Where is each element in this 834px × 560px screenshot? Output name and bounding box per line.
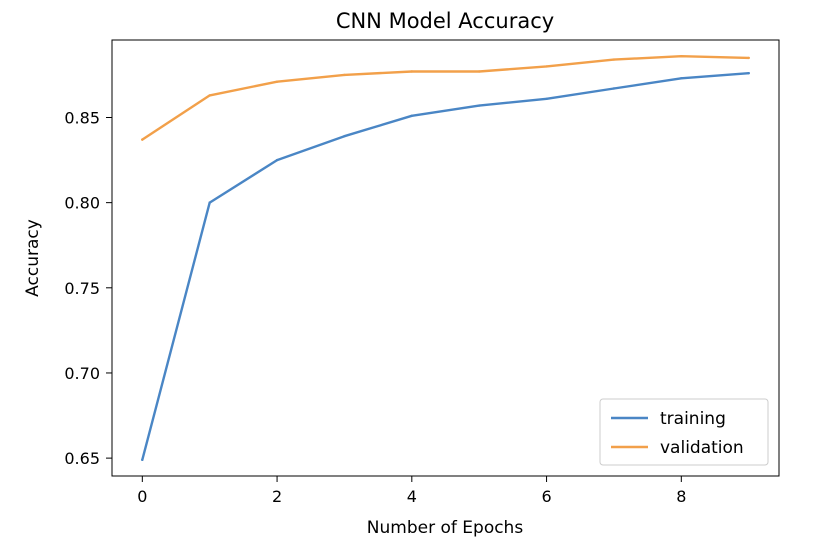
data-point-validation [680, 55, 683, 58]
data-point-validation [343, 73, 346, 77]
data-point-training [275, 158, 279, 162]
data-point-validation [208, 94, 211, 97]
x-tick-label: 0 [137, 487, 147, 506]
y-tick-label: 0.75 [64, 279, 100, 298]
legend-label-validation: validation [660, 438, 744, 458]
legend: training validation [599, 398, 769, 466]
x-tick-label: 4 [407, 487, 417, 506]
x-axis-label: Number of Epochs [367, 518, 524, 538]
data-point-training [141, 458, 144, 461]
data-point-validation [545, 65, 548, 68]
series-line-validation [141, 55, 750, 141]
data-point-training [343, 135, 346, 138]
y-tick-label: 0.85 [64, 108, 100, 127]
data-point-validation [141, 138, 144, 141]
data-point-training [545, 97, 548, 101]
legend-box [599, 398, 769, 466]
legend-label-training: training [660, 409, 726, 429]
data-point-validation [612, 58, 616, 61]
data-point-validation [410, 70, 413, 73]
data-point-training [410, 114, 413, 118]
x-tick-label: 8 [676, 487, 686, 506]
y-axis: 0.65 0.70 0.75 0.80 0.85 [64, 108, 112, 468]
y-tick-label: 0.65 [64, 449, 100, 468]
series-lines [141, 55, 750, 461]
data-point-training [612, 87, 616, 90]
chart-title: CNN Model Accuracy [336, 9, 554, 33]
data-point-validation [275, 80, 279, 83]
y-tick-label: 0.80 [64, 194, 100, 213]
x-tick-label: 2 [272, 487, 282, 506]
data-point-training [208, 201, 211, 204]
plot-frame [111, 39, 780, 477]
data-point-training [747, 72, 750, 75]
data-point-validation [747, 56, 750, 60]
series-line-training [141, 71, 750, 461]
data-point-training [478, 104, 481, 107]
data-point-validation [478, 70, 481, 73]
x-tick-label: 6 [541, 487, 551, 506]
x-axis: 0 2 4 6 8 [137, 476, 686, 506]
y-tick-label: 0.70 [64, 364, 100, 383]
y-axis-label: Accuracy [23, 219, 43, 297]
data-point-training [680, 77, 683, 80]
